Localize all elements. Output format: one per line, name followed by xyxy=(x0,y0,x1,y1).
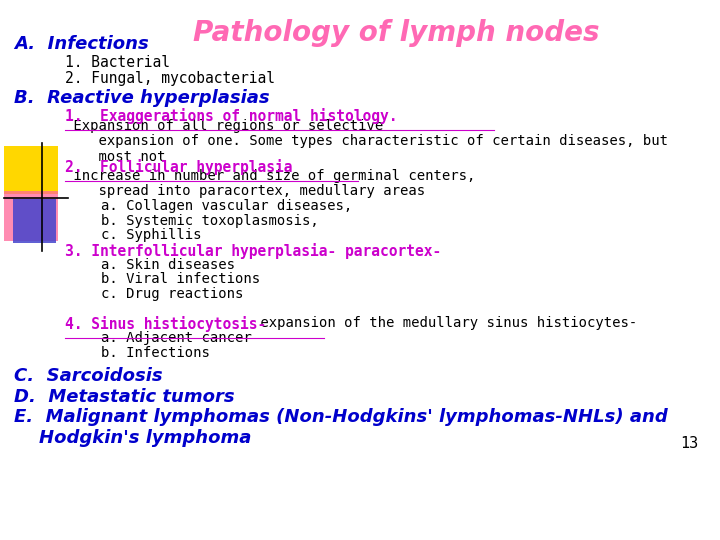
Text: A.  Infections: A. Infections xyxy=(14,35,149,53)
Text: 4. Sinus histiocytosis-: 4. Sinus histiocytosis- xyxy=(65,316,266,332)
Bar xyxy=(4,146,58,194)
Text: expansion of the medullary sinus histiocytes-: expansion of the medullary sinus histioc… xyxy=(252,316,637,330)
Text: spread into paracortex, medullary areas: spread into paracortex, medullary areas xyxy=(65,184,425,198)
Text: 1. Bacterial: 1. Bacterial xyxy=(65,55,170,70)
Bar xyxy=(4,191,58,241)
Text: E.  Malignant lymphomas (Non-Hodgkins' lymphomas-NHLs) and: E. Malignant lymphomas (Non-Hodgkins' ly… xyxy=(14,408,668,426)
Text: Expansion of all regions or selective: Expansion of all regions or selective xyxy=(65,119,383,133)
Text: C.  Sarcoidosis: C. Sarcoidosis xyxy=(14,367,163,385)
Text: a. Skin diseases: a. Skin diseases xyxy=(101,258,235,272)
Text: b. Viral infections: b. Viral infections xyxy=(101,272,260,286)
Text: 2.  Follicular hyperplasia: 2. Follicular hyperplasia xyxy=(65,159,292,175)
Text: a. Adjacent cancer: a. Adjacent cancer xyxy=(101,331,251,345)
Bar xyxy=(13,199,56,242)
Text: 1.  Exaggerations of normal histology.: 1. Exaggerations of normal histology. xyxy=(65,108,397,124)
Text: increase in number and size of germinal centers,: increase in number and size of germinal … xyxy=(65,169,475,183)
Text: expansion of one. Some types characteristic of certain diseases, but: expansion of one. Some types characteris… xyxy=(65,134,668,149)
Text: Hodgkin's lymphoma: Hodgkin's lymphoma xyxy=(14,429,252,447)
Text: a. Collagen vascular diseases,: a. Collagen vascular diseases, xyxy=(101,199,352,213)
Text: D.  Metastatic tumors: D. Metastatic tumors xyxy=(14,388,235,406)
Text: 13: 13 xyxy=(680,436,698,451)
Text: 2. Fungal, mycobacterial: 2. Fungal, mycobacterial xyxy=(65,71,275,86)
Text: c. Syphillis: c. Syphillis xyxy=(101,228,202,242)
Text: B.  Reactive hyperplasias: B. Reactive hyperplasias xyxy=(14,89,270,107)
Text: Pathology of lymph nodes: Pathology of lymph nodes xyxy=(193,19,599,47)
Text: b. Systemic toxoplasmosis,: b. Systemic toxoplasmosis, xyxy=(101,214,318,228)
Text: most not: most not xyxy=(65,150,166,164)
Text: b. Infections: b. Infections xyxy=(101,346,210,360)
Text: 3. Interfollicular hyperplasia- paracortex-: 3. Interfollicular hyperplasia- paracort… xyxy=(65,243,441,259)
Text: c. Drug reactions: c. Drug reactions xyxy=(101,287,243,301)
